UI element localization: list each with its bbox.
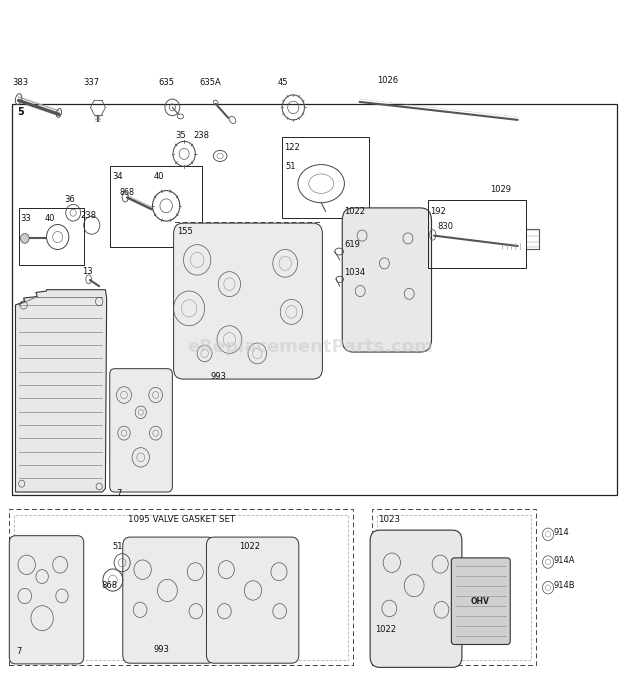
FancyBboxPatch shape bbox=[123, 537, 215, 663]
Text: 45: 45 bbox=[278, 78, 288, 87]
Bar bbox=[9, 509, 353, 665]
Text: 868: 868 bbox=[120, 188, 135, 198]
Text: 993: 993 bbox=[211, 372, 227, 381]
Bar bbox=[372, 509, 536, 665]
Text: 1029: 1029 bbox=[490, 185, 511, 194]
Bar bbox=[110, 166, 202, 247]
Text: 122: 122 bbox=[284, 143, 299, 152]
Circle shape bbox=[20, 234, 29, 243]
FancyBboxPatch shape bbox=[9, 536, 84, 664]
Text: 1026: 1026 bbox=[377, 76, 398, 85]
Text: 35: 35 bbox=[175, 131, 186, 140]
Text: 993: 993 bbox=[154, 645, 170, 654]
Text: 36: 36 bbox=[64, 195, 74, 204]
Text: 830: 830 bbox=[437, 222, 453, 231]
Text: 1022: 1022 bbox=[375, 625, 396, 634]
Text: 914B: 914B bbox=[554, 581, 575, 590]
Text: 34: 34 bbox=[112, 172, 123, 181]
Text: 1022: 1022 bbox=[344, 207, 365, 216]
Bar bbox=[377, 515, 531, 660]
Text: 238: 238 bbox=[81, 211, 97, 220]
Text: 914A: 914A bbox=[554, 556, 575, 565]
Text: eReplacementParts.com: eReplacementParts.com bbox=[187, 337, 433, 356]
Text: 7: 7 bbox=[117, 489, 122, 498]
FancyBboxPatch shape bbox=[206, 537, 299, 663]
Text: 13: 13 bbox=[82, 267, 93, 276]
Text: 914: 914 bbox=[554, 528, 569, 537]
Bar bbox=[428, 200, 526, 268]
Text: 40: 40 bbox=[154, 172, 164, 181]
Bar bbox=[282, 137, 369, 218]
Text: OHV: OHV bbox=[471, 597, 490, 606]
Text: 1095 VALVE GASKET SET: 1095 VALVE GASKET SET bbox=[128, 515, 235, 524]
Text: 5: 5 bbox=[17, 107, 24, 117]
Text: 1034: 1034 bbox=[344, 268, 365, 277]
Text: 192: 192 bbox=[430, 207, 445, 216]
Bar bbox=[14, 515, 348, 660]
Text: 51: 51 bbox=[113, 542, 123, 551]
Text: 238: 238 bbox=[193, 131, 210, 140]
Bar bbox=[12, 104, 617, 495]
Text: 40: 40 bbox=[45, 214, 55, 223]
Text: 155: 155 bbox=[177, 227, 192, 236]
Polygon shape bbox=[16, 290, 107, 492]
Text: 868: 868 bbox=[101, 581, 117, 590]
Text: 635: 635 bbox=[158, 78, 174, 87]
Text: 337: 337 bbox=[84, 78, 100, 87]
Bar bbox=[19, 208, 84, 265]
Text: 51: 51 bbox=[285, 162, 296, 171]
FancyBboxPatch shape bbox=[174, 223, 322, 379]
Text: 619: 619 bbox=[344, 240, 360, 249]
Bar bbox=[175, 222, 319, 374]
FancyBboxPatch shape bbox=[110, 369, 172, 492]
Text: 1023: 1023 bbox=[378, 515, 400, 524]
Text: 33: 33 bbox=[20, 214, 31, 223]
Text: 635A: 635A bbox=[200, 78, 221, 87]
FancyBboxPatch shape bbox=[451, 558, 510, 644]
Text: 7: 7 bbox=[16, 647, 22, 656]
FancyBboxPatch shape bbox=[370, 530, 462, 667]
Text: 383: 383 bbox=[12, 78, 29, 87]
FancyBboxPatch shape bbox=[342, 208, 432, 352]
Text: 1022: 1022 bbox=[239, 542, 260, 551]
